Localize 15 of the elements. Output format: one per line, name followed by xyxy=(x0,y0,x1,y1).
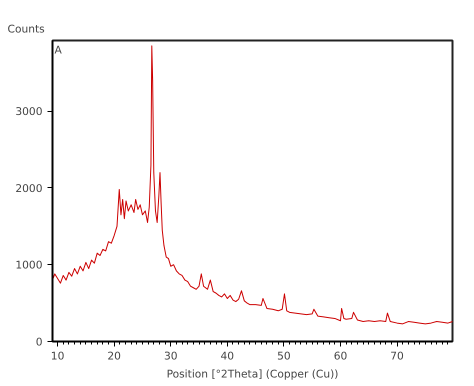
x-tick-label: 40 xyxy=(220,350,234,362)
y-tick-label: 0 xyxy=(36,336,43,348)
y-tick-label: 1000 xyxy=(15,258,43,272)
y-tick-label: 3000 xyxy=(15,105,43,118)
x-tick-label: 60 xyxy=(334,350,348,362)
x-tick-label: 70 xyxy=(390,350,404,362)
y-axis-title: Counts xyxy=(8,22,46,36)
y-tick-label: 2000 xyxy=(15,182,43,195)
x-axis-title: Position [°2Theta] (Copper (Cu)) xyxy=(166,368,338,380)
x-tick-label: 30 xyxy=(164,350,178,362)
x-tick-label: 50 xyxy=(277,350,291,362)
line-series xyxy=(52,45,452,324)
annotation: A xyxy=(54,44,62,56)
x-tick-label: 10 xyxy=(50,350,65,362)
x-tick-label: 20 xyxy=(107,350,122,362)
